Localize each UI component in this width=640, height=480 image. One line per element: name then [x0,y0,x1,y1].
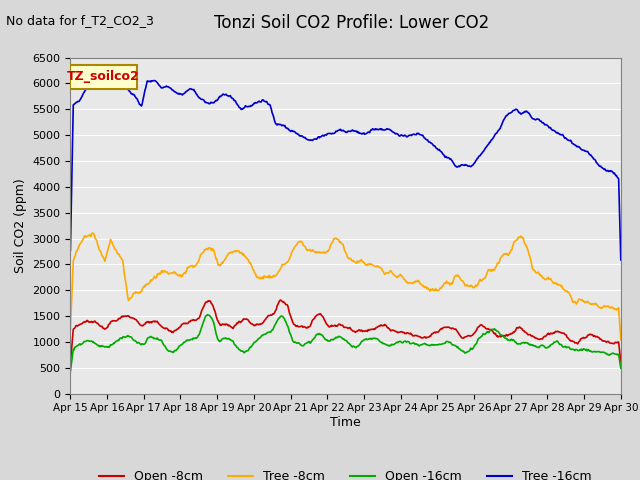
Tree -16cm [403,134,411,140]
Tree -16cm [281,123,289,129]
Tree -16cm [67,248,74,253]
Tree -8cm [233,248,241,254]
Open -16cm [204,312,211,318]
Open -8cm [232,322,240,327]
Open -16cm [260,331,268,337]
Open -16cm [281,318,289,324]
Open -16cm [617,365,625,371]
Open -8cm [67,360,74,366]
Open -16cm [233,345,241,350]
Text: TZ_soilco2: TZ_soilco2 [67,71,140,84]
Open -16cm [403,339,411,345]
Open -8cm [281,300,289,306]
Tree -16cm [233,101,241,107]
Open -16cm [67,369,74,374]
Tree -16cm [260,98,268,104]
Open -8cm [277,297,285,303]
Tree -8cm [403,279,411,285]
Tree -8cm [434,288,442,293]
Open -8cm [434,329,442,335]
Open -8cm [260,320,268,325]
Open -16cm [434,342,442,348]
Text: Tonzi Soil CO2 Profile: Lower CO2: Tonzi Soil CO2 Profile: Lower CO2 [214,14,490,33]
Open -16cm [131,337,139,343]
Legend: Open -8cm, Tree -8cm, Open -16cm, Tree -16cm: Open -8cm, Tree -8cm, Open -16cm, Tree -… [95,465,596,480]
Tree -8cm [88,230,96,236]
Tree -8cm [617,336,625,342]
Tree -16cm [100,72,108,78]
Line: Open -8cm: Open -8cm [70,300,621,363]
Tree -8cm [260,273,268,279]
Tree -8cm [281,261,289,267]
Text: No data for f_T2_CO2_3: No data for f_T2_CO2_3 [6,14,154,27]
Tree -8cm [132,289,140,295]
Line: Open -16cm: Open -16cm [70,315,621,372]
Tree -16cm [617,257,625,263]
Tree -8cm [67,327,74,333]
Tree -16cm [434,147,442,153]
Open -8cm [617,359,625,365]
Open -8cm [403,330,411,336]
Line: Tree -16cm: Tree -16cm [70,75,621,260]
Line: Tree -8cm: Tree -8cm [70,233,621,339]
Tree -16cm [132,95,140,100]
FancyBboxPatch shape [70,65,137,89]
Y-axis label: Soil CO2 (ppm): Soil CO2 (ppm) [14,178,27,273]
Open -8cm [131,316,139,322]
X-axis label: Time: Time [330,416,361,429]
